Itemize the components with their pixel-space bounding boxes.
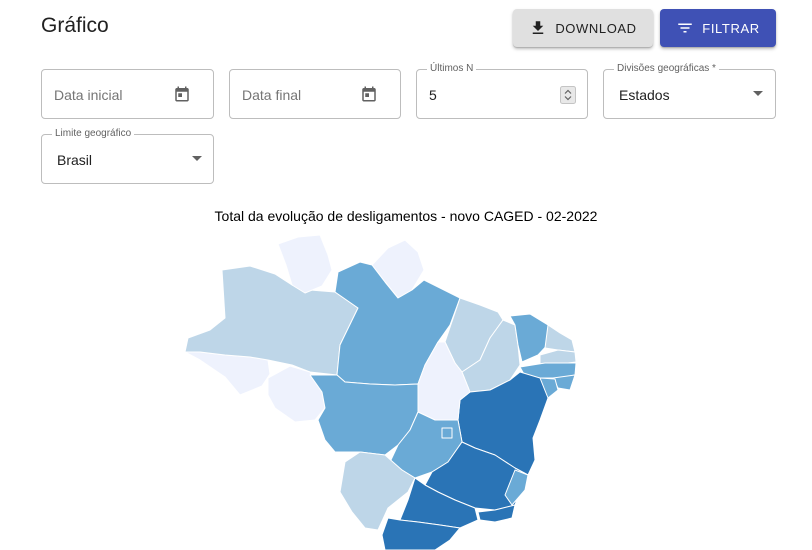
calendar-icon[interactable] <box>360 85 378 103</box>
start-date-field[interactable]: Data inicial <box>41 69 214 119</box>
divisions-label: Divisões geográficas * <box>614 63 719 75</box>
last-n-label: Últimos N <box>427 63 477 75</box>
start-date-placeholder: Data inicial <box>54 87 123 103</box>
region-RN[interactable] <box>544 324 576 353</box>
stepper-arrows-icon[interactable] <box>560 86 576 104</box>
limit-label: Limite geográfico <box>52 128 135 140</box>
limit-value: Brasil <box>57 152 93 168</box>
download-label: DOWNLOAD <box>555 20 637 36</box>
filter-button[interactable]: FILTRAR <box>660 9 776 47</box>
end-date-field[interactable]: Data final <box>229 69 401 119</box>
dropdown-arrow-icon <box>753 91 763 96</box>
region-RJ[interactable] <box>477 504 516 523</box>
end-date-placeholder: Data final <box>242 87 302 103</box>
map-title: Total da evolução de desligamentos - nov… <box>214 208 598 224</box>
divisions-select[interactable]: Divisões geográficas * Estados <box>603 63 776 119</box>
region-RO[interactable] <box>267 365 326 423</box>
download-icon <box>533 21 544 34</box>
dropdown-arrow-icon <box>192 156 202 161</box>
region-RR[interactable] <box>277 234 333 294</box>
download-button[interactable]: DOWNLOAD <box>513 9 653 47</box>
last-n-field[interactable]: Últimos N 5 <box>416 63 588 119</box>
filter-icon <box>678 23 693 33</box>
calendar-icon[interactable] <box>173 85 191 103</box>
region-DF[interactable] <box>441 427 453 439</box>
region-ES[interactable] <box>504 469 529 506</box>
divisions-value: Estados <box>619 87 670 103</box>
last-n-value: 5 <box>429 87 437 103</box>
limit-select[interactable]: Limite geográfico Brasil <box>41 128 214 184</box>
region-MS[interactable] <box>339 451 416 531</box>
filter-label: FILTRAR <box>702 20 760 36</box>
region-CE[interactable] <box>509 313 553 363</box>
region-SP[interactable] <box>399 477 479 529</box>
region-PR[interactable] <box>381 517 461 550</box>
page-title: Gráfico <box>41 14 109 37</box>
